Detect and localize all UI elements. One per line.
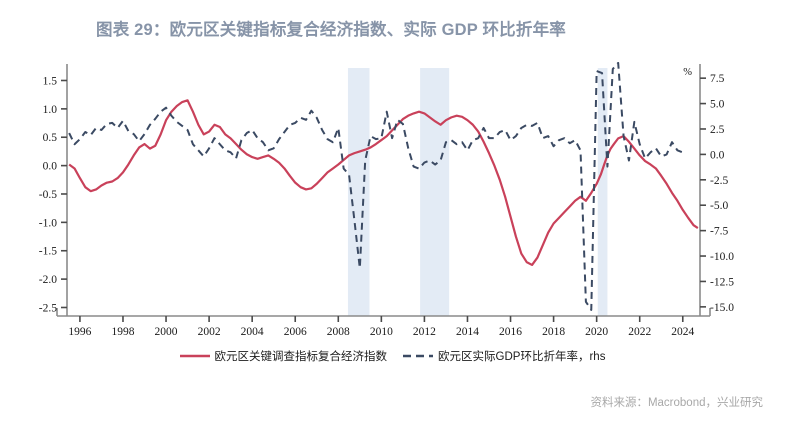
x-axis-tick-label: 1998 bbox=[111, 326, 134, 338]
x-axis-tick-label: 1996 bbox=[68, 326, 91, 338]
legend-swatch-dashed-line-icon bbox=[403, 354, 434, 358]
x-axis-tick-label: 2022 bbox=[628, 326, 651, 338]
x-axis-tick-label: 2010 bbox=[370, 326, 393, 338]
x-axis-tick-label: 2012 bbox=[413, 326, 436, 338]
x-axis-tick-label: 2024 bbox=[671, 326, 694, 338]
y-axis-right-tick-label: 5.0 bbox=[710, 99, 725, 111]
y-axis-left-tick-label: 0.0 bbox=[43, 161, 58, 173]
y-axis-right-tick-label: -2.5 bbox=[710, 175, 728, 187]
x-axis-tick-label: 2006 bbox=[284, 326, 307, 338]
x-axis-tick-label: 2014 bbox=[456, 326, 479, 338]
y-axis-right-unit-label: % bbox=[683, 67, 692, 78]
x-axis-tick-label: 2016 bbox=[499, 326, 522, 338]
chart-series-lines bbox=[68, 62, 699, 311]
x-axis-tick-label: 2008 bbox=[327, 326, 350, 338]
x-axis-tick-label: 2018 bbox=[542, 326, 565, 338]
y-axis-right-tick-label: -7.5 bbox=[710, 226, 728, 238]
x-axis-tick-label: 2002 bbox=[198, 326, 221, 338]
y-axis-right-tick-label: -5.0 bbox=[710, 200, 728, 212]
legend-label-gdp-qoq-annualized: 欧元区实际GDP环比折年率，rhs bbox=[438, 351, 606, 363]
shaded-band-0 bbox=[347, 68, 370, 316]
y-axis-left-tick-label: -0.5 bbox=[39, 189, 57, 201]
y-axis-right-tick-label: -12.5 bbox=[710, 276, 734, 288]
legend-item-composite-index: 欧元区关键调查指标复合经济指数 bbox=[179, 348, 388, 364]
series-line-0 bbox=[68, 99, 699, 267]
y-axis-right-tick-label: 0.0 bbox=[710, 149, 725, 161]
y-axis-left-tick-label: -2.5 bbox=[39, 302, 57, 314]
y-axis-left-tick-label: -1.5 bbox=[39, 246, 57, 258]
y-axis-right-tick-label: 7.5 bbox=[710, 73, 725, 85]
chart-axes bbox=[56, 64, 711, 322]
y-axis-right-tick-label: -10.0 bbox=[710, 251, 734, 263]
legend-swatch-solid-line-icon bbox=[179, 354, 210, 358]
y-axis-left-tick-label: 0.5 bbox=[43, 132, 58, 144]
x-axis-tick-label: 2004 bbox=[241, 326, 264, 338]
shaded-band-2 bbox=[597, 68, 608, 316]
page-title: 图表 29：欧元区关键指标复合经济指数、实际 GDP 环比折年率 bbox=[96, 21, 566, 39]
y-axis-left-tick-label: -1.0 bbox=[39, 217, 57, 229]
y-axis-left-tick-label: 1.5 bbox=[43, 75, 58, 87]
shaded-band-1 bbox=[420, 68, 450, 316]
y-axis-left-tick-label: -2.0 bbox=[39, 274, 57, 286]
chart-legend: 欧元区关键调查指标复合经济指数 欧元区实际GDP环比折年率，rhs bbox=[0, 348, 785, 364]
legend-label-composite-index: 欧元区关键调查指标复合经济指数 bbox=[214, 351, 388, 363]
x-axis-tick-label: 2020 bbox=[585, 326, 608, 338]
recession-shaded-bands bbox=[347, 68, 608, 316]
chart-axis-labels: 1.5 1.0 0.5 0.0 -0.5 -1.0 -1.5 -2.0 -2.5 7.5 5.0 2.… bbox=[39, 67, 734, 338]
y-axis-right-tick-label: 2.5 bbox=[710, 124, 725, 136]
legend-item-gdp-qoq-annualized: 欧元区实际GDP环比折年率，rhs bbox=[403, 348, 605, 364]
source-note: 资料来源：Macrobond，兴业研究 bbox=[590, 397, 763, 409]
y-axis-right-tick-label: -15.0 bbox=[710, 302, 734, 314]
y-axis-left-tick-label: 1.0 bbox=[43, 104, 58, 116]
x-axis-tick-label: 2000 bbox=[155, 326, 178, 338]
series-line-1 bbox=[68, 62, 684, 311]
